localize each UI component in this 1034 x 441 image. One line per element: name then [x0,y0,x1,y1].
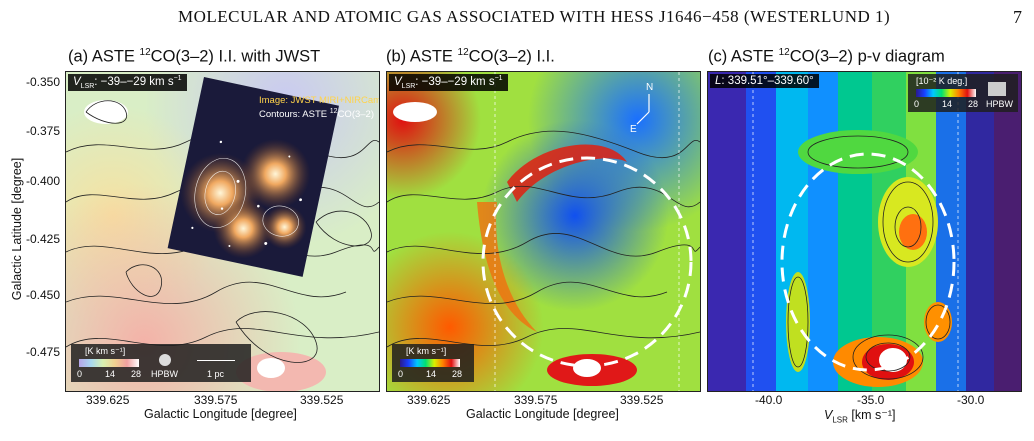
panel-c-pv-diagram: L: 339.51°–339.60° [10⁻² K deg.] 0 14 28… [707,71,1022,392]
colorbar [79,359,139,367]
xtick: 339.625 [86,393,130,407]
xtick: -35.0 [857,393,885,407]
xtick: 339.525 [300,393,344,407]
colorbar [400,359,460,367]
panel-a-velocity-badge: VLSR: −39–−29 km s−1 [68,74,187,92]
scalebar [197,360,235,361]
xtick: 339.625 [407,393,451,407]
beam-circle-icon [159,354,171,366]
compass-east: E [630,124,637,135]
ytick: -0.475 [25,345,60,359]
panel-b-colorbar-legend: [K km s⁻¹] 0 14 28 [392,344,474,382]
xtick: -30.0 [957,393,985,407]
ytick: -0.375 [25,124,60,138]
panel-b-velocity-badge: VLSR: −39–−29 km s−1 [389,74,508,92]
ytick: -0.350 [25,75,60,89]
panel-c-longitude-badge: L: 339.51°–339.60° [710,74,819,88]
panel-a-colorbar-legend: [K km s⁻¹] 0 14 28 HPBW 1 pc [71,344,251,382]
x-axis-label: Galactic Longitude [degree] [466,407,619,421]
running-title: MOLECULAR AND ATOMIC GAS ASSOCIATED WITH… [178,7,891,26]
compass-north: N [646,82,654,93]
jwst-overlay-caption: Image: JWST MIRI+NIRCam Contours: ASTE 1… [259,95,380,121]
beam-rect-icon [988,82,1006,96]
panel-a-title: (a) ASTE 12CO(3–2) I.I. with JWST [68,47,321,66]
panel-b-title: (b) ASTE 12CO(3–2) I.I. [386,47,555,66]
x-axis-label-velocity: VLSR [km s⁻¹] [824,408,896,425]
page-header: MOLECULAR AND ATOMIC GAS ASSOCIATED WITH… [0,0,1034,40]
panel-c-colorbar-legend: [10⁻² K deg.] 0 14 28 HPBW [908,74,1018,112]
panel-b-map: N E VLSR: −39–−29 km s−1 [K km s⁻¹] 0 14… [386,71,701,392]
xtick: -40.0 [755,393,783,407]
ytick: -0.450 [25,288,60,302]
ytick: -0.425 [25,232,60,246]
y-axis-label: Galactic Latitude [degree] [10,157,24,301]
colorbar [916,89,976,97]
panel-a-map: Image: JWST MIRI+NIRCam Contours: ASTE 1… [65,71,380,392]
x-axis-label: Galactic Longitude [degree] [144,407,297,421]
page-number: 7 [1013,7,1022,27]
ytick: -0.400 [25,174,60,188]
panel-c-title: (c) ASTE 12CO(3–2) p-v diagram [708,47,945,66]
xtick: 339.575 [514,393,558,407]
xtick: 339.575 [194,393,238,407]
xtick: 339.525 [620,393,664,407]
